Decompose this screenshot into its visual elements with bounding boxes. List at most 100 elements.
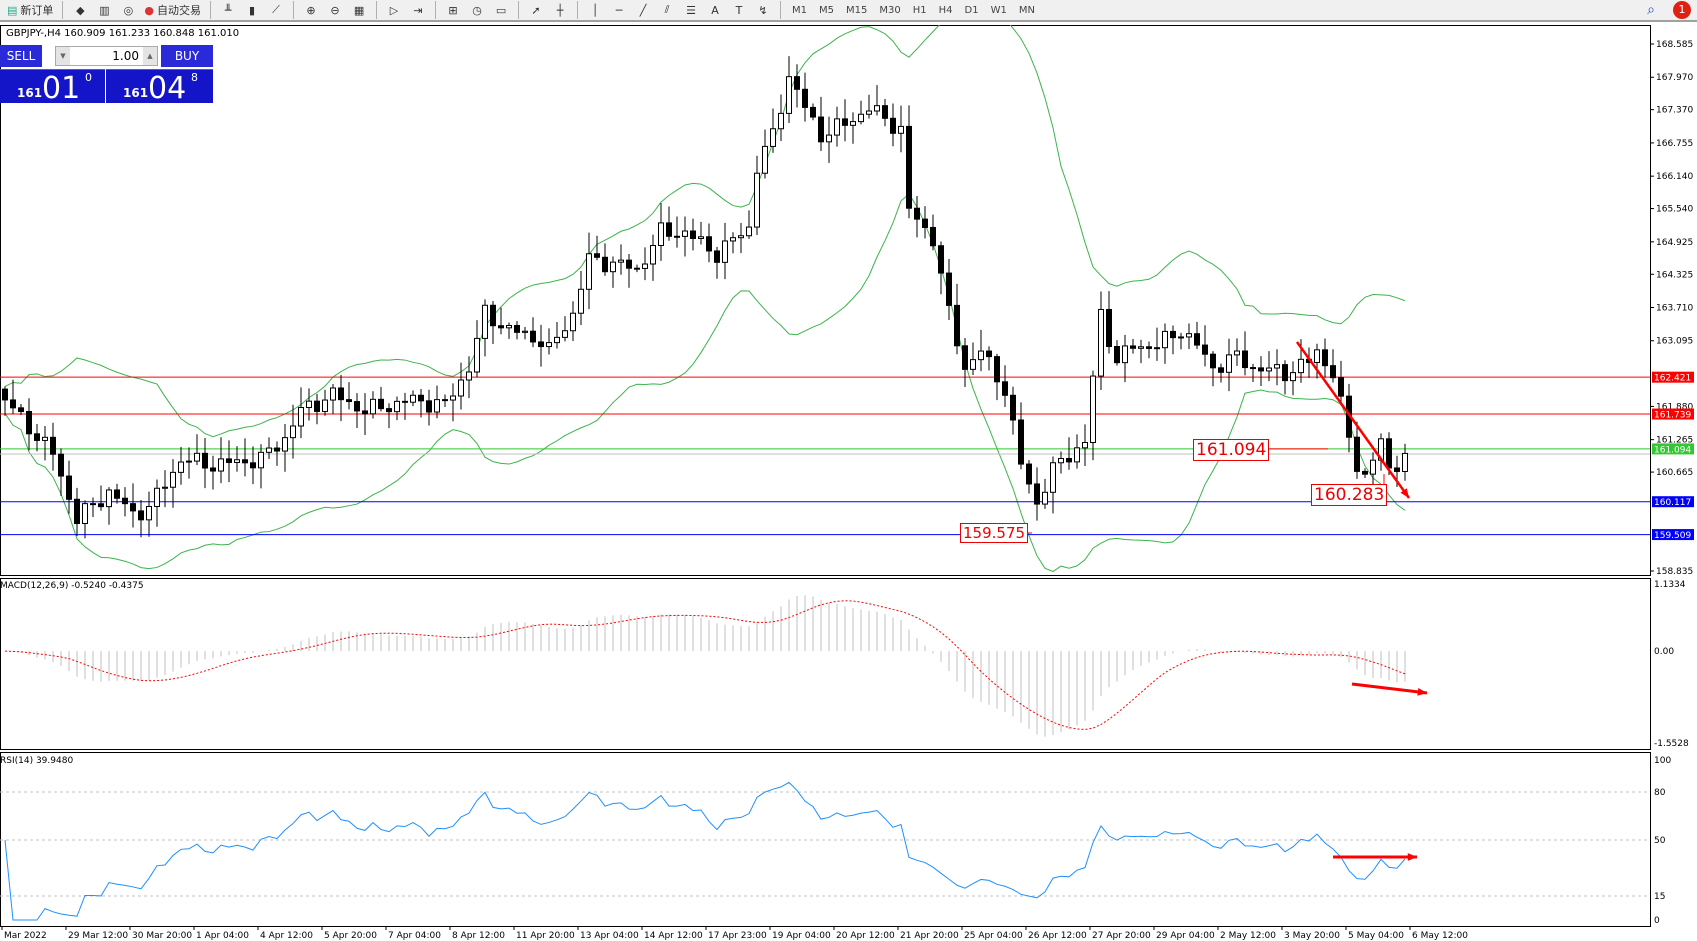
- bear-candle: [1362, 470, 1368, 475]
- bull-candle: [282, 437, 288, 452]
- ask-price[interactable]: 161 04 8: [106, 69, 213, 106]
- bull-candle: [234, 459, 240, 463]
- history-icon[interactable]: ▥: [99, 3, 110, 17]
- bull-candle: [1082, 442, 1088, 449]
- text-label-icon[interactable]: T: [735, 3, 743, 17]
- time-axis-label: 7 Apr 04:00: [388, 931, 441, 941]
- bear-candle: [954, 304, 960, 347]
- bear-candle: [1322, 349, 1328, 367]
- bear-candle: [10, 399, 16, 409]
- bear-candle: [1170, 330, 1176, 339]
- fibonacci-icon[interactable]: ☰: [686, 3, 696, 17]
- indicators-icon[interactable]: ⊞: [448, 3, 458, 17]
- lots-value[interactable]: 1.00: [112, 49, 139, 63]
- time-axis-label: 19 Apr 04:00: [772, 931, 831, 941]
- trend-arrow-macd: [1351, 682, 1428, 695]
- timeframe-m15[interactable]: M15: [846, 4, 868, 16]
- bull-candle: [1298, 358, 1304, 374]
- bear-candle: [602, 256, 608, 273]
- arrows-icon[interactable]: ↯: [758, 3, 768, 17]
- bear-candle: [1258, 367, 1264, 372]
- bear-candle: [986, 350, 992, 358]
- crosshair-icon[interactable]: ┼: [556, 3, 564, 17]
- new-order-label: 新订单: [20, 4, 54, 17]
- notifications-badge[interactable]: 1: [1673, 1, 1691, 19]
- lots-input[interactable]: ▼ 1.00 ▲: [55, 46, 158, 66]
- cursor-icon[interactable]: ➚: [531, 3, 541, 17]
- bear-candle: [354, 401, 360, 412]
- buy-button[interactable]: BUY: [161, 45, 213, 67]
- bull-candle: [618, 259, 624, 263]
- timeframe-m1[interactable]: M1: [792, 4, 808, 16]
- lots-increase-icon[interactable]: ▲: [143, 47, 157, 65]
- lots-decrease-icon[interactable]: ▼: [56, 47, 70, 65]
- sell-button[interactable]: SELL: [0, 45, 42, 67]
- bear-candle: [498, 325, 504, 329]
- timeframe-mn[interactable]: MN: [1018, 4, 1035, 16]
- bull-candle: [410, 394, 416, 403]
- bid-price[interactable]: 161 01 0: [0, 69, 105, 106]
- bear-candle: [90, 503, 96, 506]
- auto-trading-button[interactable]: ● 自动交易: [141, 0, 204, 20]
- rsi-axis-label: 100: [1654, 756, 1671, 766]
- timeframe-w1[interactable]: W1: [990, 4, 1007, 16]
- vertical-line-icon[interactable]: │: [591, 3, 599, 17]
- search-icon[interactable]: ⌕: [1647, 2, 1655, 18]
- timeframe-d1[interactable]: D1: [964, 4, 979, 16]
- bull-candle: [1266, 367, 1272, 372]
- time-axis-label: 21 Apr 20:00: [900, 931, 959, 941]
- line-chart-icon[interactable]: ⟋: [272, 3, 280, 16]
- candle-chart-icon[interactable]: ▮: [248, 3, 256, 17]
- bear-candle: [1146, 346, 1152, 349]
- bear-candle: [66, 475, 72, 500]
- time-axis-label: 27 Apr 20:00: [1092, 931, 1151, 941]
- zoom-out-icon[interactable]: ⊖: [330, 3, 340, 17]
- bull-candle: [266, 447, 272, 453]
- equidistant-channel-icon[interactable]: ⫽: [664, 3, 670, 16]
- bear-candle: [418, 394, 424, 402]
- bull-candle: [170, 471, 176, 488]
- bear-candle: [1114, 346, 1120, 364]
- trendline-icon[interactable]: ╱: [639, 3, 647, 17]
- toolbar-separator: [376, 1, 378, 19]
- time-axis-label: 2 May 12:00: [1220, 931, 1276, 941]
- bull-candle: [586, 253, 592, 290]
- bull-candle: [1138, 346, 1144, 349]
- timeframe-h4[interactable]: H4: [938, 4, 953, 16]
- bull-candle: [778, 112, 784, 130]
- bear-candle: [402, 400, 408, 403]
- bear-candle: [130, 503, 136, 512]
- new-order-button[interactable]: ▤ 新订单: [4, 0, 56, 20]
- time-axis-label: 25 Apr 04:00: [964, 931, 1023, 941]
- timeframe-m5[interactable]: M5: [819, 4, 835, 16]
- timeframe-h1[interactable]: H1: [912, 4, 927, 16]
- periods-icon[interactable]: ◷: [472, 3, 482, 17]
- new-order-icon: ▤: [7, 3, 18, 17]
- signals-icon[interactable]: ◎: [123, 3, 134, 17]
- bull-candle: [1234, 350, 1240, 356]
- bear-candle: [1018, 419, 1024, 465]
- zoom-in-icon[interactable]: ⊕: [306, 3, 316, 17]
- bear-candle: [594, 253, 600, 258]
- bear-candle: [242, 459, 248, 464]
- annotation-price: 161.094: [1193, 439, 1270, 461]
- text-icon[interactable]: A: [711, 3, 719, 17]
- chart-shift-icon[interactable]: ⇥: [413, 3, 423, 17]
- bull-candle: [570, 312, 576, 332]
- bull-candle: [1402, 452, 1408, 472]
- bear-candle: [626, 259, 632, 269]
- time-axis-label: 11 Apr 20:00: [516, 931, 575, 941]
- autoscroll-icon[interactable]: ▷: [389, 3, 399, 17]
- bar-chart-icon[interactable]: ╨: [224, 3, 232, 17]
- metaeditor-icon[interactable]: ◆: [76, 3, 85, 17]
- tile-windows-icon[interactable]: ▦: [353, 3, 365, 17]
- horizontal-line-icon[interactable]: ─: [615, 3, 623, 17]
- bull-candle: [730, 237, 736, 242]
- time-axis-label: 30 Mar 20:00: [132, 931, 192, 941]
- timeframe-m30[interactable]: M30: [879, 4, 901, 16]
- time-axis-label: 17 Apr 23:00: [708, 931, 767, 941]
- bear-candle: [58, 453, 64, 477]
- templates-icon[interactable]: ▭: [495, 3, 507, 17]
- bear-candle: [714, 250, 720, 263]
